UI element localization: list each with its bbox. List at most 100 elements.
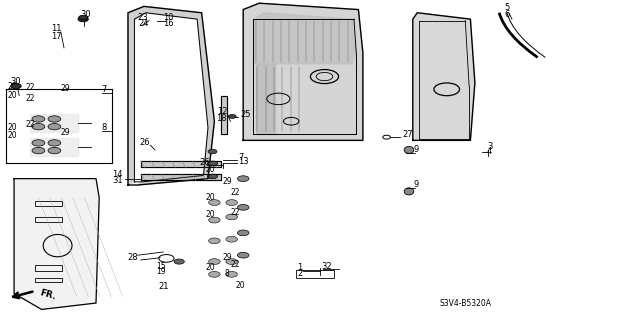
Text: 11: 11 [51,24,61,33]
Text: 12: 12 [217,107,227,115]
Text: 20: 20 [8,82,17,91]
Text: 22: 22 [26,94,35,103]
Circle shape [209,174,218,179]
Text: 22: 22 [26,83,35,92]
Polygon shape [243,3,363,140]
Circle shape [79,15,88,20]
Text: 31: 31 [112,176,123,185]
Text: 20: 20 [235,281,245,290]
Circle shape [209,161,218,166]
Text: 15: 15 [156,262,166,271]
Text: 20: 20 [205,210,215,219]
Polygon shape [141,161,221,167]
Text: 27: 27 [402,130,413,139]
Text: 20: 20 [8,91,17,100]
Text: 24: 24 [138,19,148,28]
Text: 20: 20 [205,165,215,174]
Text: 2: 2 [297,269,302,278]
Text: 28: 28 [127,253,138,262]
Circle shape [208,149,217,154]
Circle shape [32,123,45,130]
Circle shape [78,17,88,22]
Circle shape [32,147,45,154]
Text: 8: 8 [225,269,230,278]
Polygon shape [256,64,275,134]
Text: 9: 9 [413,180,419,189]
Polygon shape [128,6,214,185]
Text: 32: 32 [321,262,332,271]
Circle shape [207,174,215,178]
Circle shape [226,200,237,205]
Text: 22: 22 [26,120,35,129]
Text: 23: 23 [138,13,148,22]
Text: 22: 22 [231,260,240,269]
Ellipse shape [404,188,414,195]
Text: 1: 1 [297,263,302,272]
Text: 10: 10 [163,13,173,22]
Text: 13: 13 [238,157,249,166]
Text: 17: 17 [51,32,61,41]
Circle shape [209,200,220,205]
Circle shape [226,236,237,242]
Text: 7: 7 [238,153,243,162]
Text: 16: 16 [163,19,174,28]
Circle shape [209,238,220,244]
Text: S3V4-B5320A: S3V4-B5320A [440,299,492,308]
Circle shape [174,259,184,264]
Text: 6: 6 [504,10,509,19]
Polygon shape [221,96,227,134]
Polygon shape [255,13,355,64]
Circle shape [48,140,61,146]
Text: 21: 21 [158,282,168,291]
Text: 20: 20 [8,123,17,132]
Polygon shape [413,13,475,140]
Circle shape [48,116,61,122]
Bar [35,217,62,222]
Text: 30: 30 [11,77,21,86]
Circle shape [207,161,215,165]
Circle shape [226,259,237,264]
Text: 25: 25 [240,110,250,119]
Polygon shape [31,114,79,132]
Text: 4: 4 [487,147,492,156]
Text: 20: 20 [8,131,17,140]
Circle shape [209,259,220,264]
Circle shape [48,147,61,154]
Circle shape [228,115,236,118]
Polygon shape [31,138,79,155]
Circle shape [237,230,249,236]
Bar [35,278,62,282]
Text: 8: 8 [101,123,106,132]
Text: 26: 26 [140,138,150,147]
Circle shape [11,84,21,89]
Text: 14: 14 [113,170,123,179]
Circle shape [237,204,249,210]
Text: 29: 29 [61,84,70,93]
Circle shape [226,271,237,277]
Circle shape [32,116,45,122]
Text: 30: 30 [81,10,91,19]
Text: 22: 22 [231,208,240,217]
Circle shape [209,217,220,223]
Circle shape [209,271,220,277]
Text: 19: 19 [156,267,166,276]
Text: 7: 7 [101,85,106,94]
Circle shape [237,252,249,258]
Text: 3: 3 [487,142,492,151]
Text: 29: 29 [222,253,232,262]
Text: 5: 5 [504,3,509,11]
Circle shape [32,140,45,146]
Text: 29: 29 [222,177,232,186]
Circle shape [48,123,61,130]
Polygon shape [141,174,221,180]
Bar [296,270,334,278]
Text: 29: 29 [61,128,70,137]
Text: 26: 26 [199,158,210,167]
Bar [35,265,62,271]
Bar [35,201,62,206]
Circle shape [226,214,237,220]
Text: FR.: FR. [38,289,57,301]
Ellipse shape [404,146,414,153]
Text: 9: 9 [413,145,419,154]
Polygon shape [14,179,99,309]
